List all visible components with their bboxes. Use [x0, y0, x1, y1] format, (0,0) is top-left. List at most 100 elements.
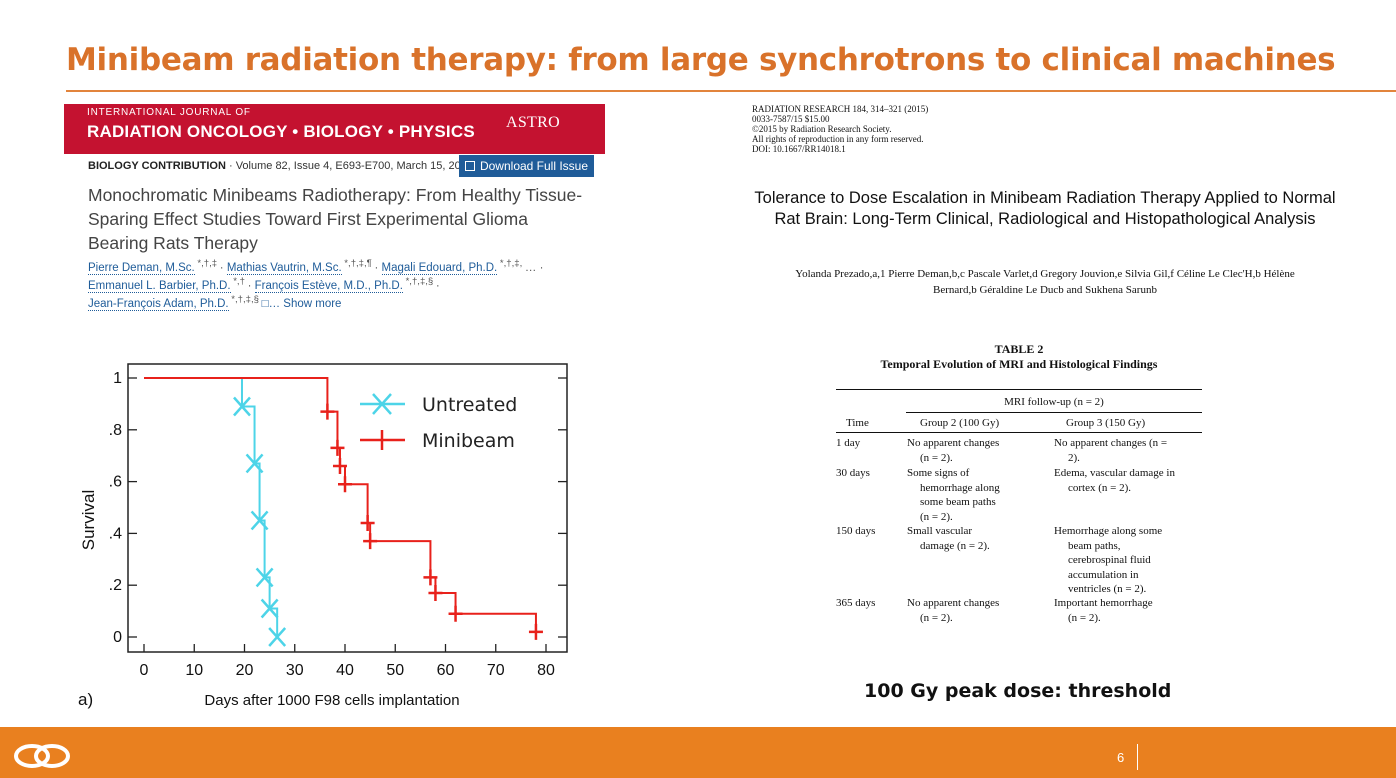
x-tick-label: 30: [286, 662, 304, 679]
data-point-minibeam: [338, 476, 352, 493]
x-axis-label: Days after 1000 F98 cells implantation: [204, 692, 459, 709]
author-affiliations: *,†,‡: [194, 258, 220, 269]
table-cell-group2: (n = 2).: [920, 510, 953, 523]
data-point-minibeam: [423, 569, 438, 586]
footer-bar: [0, 727, 1396, 778]
y-tick-label: .6: [109, 474, 122, 491]
data-point-minibeam: [332, 458, 347, 475]
author-affiliations: *,†,‡,§: [228, 294, 262, 305]
table-header-rule: [836, 432, 1202, 433]
page-number-divider: [1137, 744, 1138, 770]
data-point-minibeam: [528, 623, 543, 640]
x-tick-label: 70: [487, 662, 505, 679]
table-spanner-rule: [906, 412, 1202, 413]
author-link[interactable]: Pierre Deman, M.Sc.: [88, 261, 195, 275]
table-cell-group3: ventricles (n = 2).: [1068, 583, 1147, 595]
journal-name-line1: INTERNATIONAL JOURNAL OF: [87, 107, 251, 118]
author-link[interactable]: Emmanuel L. Barbier, Ph.D.: [88, 279, 231, 293]
table-cell-time: 365 days: [836, 597, 876, 609]
contribution-line: BIOLOGY CONTRIBUTION · Volume 82, Issue …: [88, 160, 473, 172]
data-point-minibeam: [330, 439, 345, 456]
y-tick-label: .8: [109, 422, 122, 439]
table-cell-time: 30 days: [836, 467, 870, 479]
author-line-2: Emmanuel L. Barbier, Ph.D. *,† · Françoi…: [88, 276, 440, 293]
x-tick-label: 20: [236, 662, 254, 679]
table-cell-group2: Some signs of: [907, 467, 970, 479]
table-cell-group3: beam paths,: [1068, 539, 1121, 552]
author-ellipsis: … ·: [524, 261, 544, 274]
x-tick-label: 80: [537, 662, 555, 679]
rights-line: All rights of reproduction in any form r…: [752, 134, 924, 144]
table-top-rule: [836, 389, 1202, 390]
data-point-untreated: [245, 453, 264, 474]
slide-title: Minibeam radiation therapy: from large s…: [66, 42, 1336, 78]
data-point-untreated: [260, 598, 279, 619]
journal-name-line2: RADIATION ONCOLOGY • BIOLOGY • PHYSICS: [87, 122, 475, 141]
data-point-minibeam: [320, 403, 335, 420]
contribution-type: BIOLOGY CONTRIBUTION: [88, 160, 226, 172]
x-tick-label: 50: [386, 662, 404, 679]
show-more-link[interactable]: □… Show more: [261, 297, 342, 310]
data-point-minibeam: [448, 605, 463, 622]
table-cell-group3: 2).: [1068, 451, 1080, 464]
x-tick-label: 60: [437, 662, 455, 679]
download-full-issue-button[interactable]: Download Full Issue: [459, 155, 594, 177]
legend-label: Untreated: [422, 394, 517, 416]
title-divider: [66, 90, 1396, 92]
table-cell-group3: Edema, vascular damage in: [1054, 467, 1175, 479]
issn-line: 0033-7587/15 $15.00: [752, 114, 830, 124]
author-line-3: Jean-François Adam, Ph.D. *,†,‡,§ □… Sho…: [88, 294, 342, 311]
download-icon: [464, 161, 475, 171]
journal-citation: RADIATION RESEARCH 184, 314–321 (2015): [752, 104, 929, 114]
legend-marker-untreated: [372, 393, 392, 415]
author-affiliations: *,†,‡,: [497, 258, 525, 269]
table-title: Temporal Evolution of MRI and Histologic…: [880, 357, 1158, 371]
x-tick-label: 0: [140, 662, 149, 679]
table-cell-group2: (n = 2).: [920, 451, 953, 464]
table-cell-group3: (n = 2).: [1068, 611, 1101, 624]
contribution-details: · Volume 82, Issue 4, E693-E700, March 1…: [225, 160, 473, 172]
table-cell-group2: (n = 2).: [920, 611, 953, 624]
threshold-caption: 100 Gy peak dose: threshold: [864, 680, 1172, 702]
table-label: TABLE 2: [994, 342, 1044, 356]
table-cell-group2: Small vascular: [907, 525, 973, 537]
company-logo-icon: [14, 744, 70, 768]
table-cell-group3: cortex (n = 2).: [1068, 481, 1132, 494]
data-point-minibeam: [428, 584, 443, 601]
y-tick-label: .2: [109, 577, 122, 594]
x-tick-label: 40: [336, 662, 354, 679]
copyright-line: ©2015 by Radiation Research Society.: [752, 124, 892, 134]
author-affiliations: *,†,‡,¶: [341, 258, 375, 269]
legend-label: Minibeam: [422, 430, 515, 452]
table-cell-group2: No apparent changes: [907, 437, 1000, 449]
right-paper-title: Tolerance to Dose Escalation in Minibeam…: [754, 189, 1336, 228]
author-separator: ·: [435, 279, 440, 292]
author-link[interactable]: Magali Edouard, Ph.D.: [381, 261, 498, 275]
data-point-minibeam: [363, 533, 378, 550]
data-point-untreated: [255, 567, 274, 588]
table-cell-group2: No apparent changes: [907, 597, 1000, 609]
y-axis-label: Survival: [79, 490, 98, 550]
table-caption: TABLE 2 Temporal Evolution of MRI and Hi…: [860, 342, 1178, 372]
table-cell-group2: damage (n = 2).: [920, 539, 990, 552]
table-header-time: Time: [846, 417, 869, 429]
table-header-group3: Group 3 (150 Gy): [1066, 417, 1146, 429]
author-separator: ·: [374, 261, 379, 274]
doi-line: DOI: 10.1667/RR14018.1: [752, 144, 846, 154]
y-tick-label: 1: [113, 370, 122, 387]
table-header-group2: Group 2 (100 Gy): [920, 417, 1000, 429]
author-link[interactable]: François Estève, M.D., Ph.D.: [254, 279, 403, 293]
journal-banner: INTERNATIONAL JOURNAL OF RADIATION ONCOL…: [64, 104, 605, 154]
download-button-label: Download Full Issue: [479, 159, 589, 173]
table-cell-group3: Hemorrhage along some: [1054, 525, 1163, 537]
author-affiliations: *,†,‡,§: [402, 276, 436, 287]
author-affiliations: *,†: [230, 276, 248, 287]
author-separator: ·: [247, 279, 252, 292]
table-cell-group2: hemorrhage along: [920, 481, 1000, 494]
author-link[interactable]: Jean-François Adam, Ph.D.: [88, 297, 229, 311]
data-point-minibeam: [360, 515, 375, 532]
table-cell-group3: No apparent changes (n =: [1054, 437, 1168, 449]
table-spanner-header: MRI follow-up (n = 2): [1004, 396, 1104, 408]
author-link[interactable]: Mathias Vautrin, M.Sc.: [226, 261, 342, 275]
